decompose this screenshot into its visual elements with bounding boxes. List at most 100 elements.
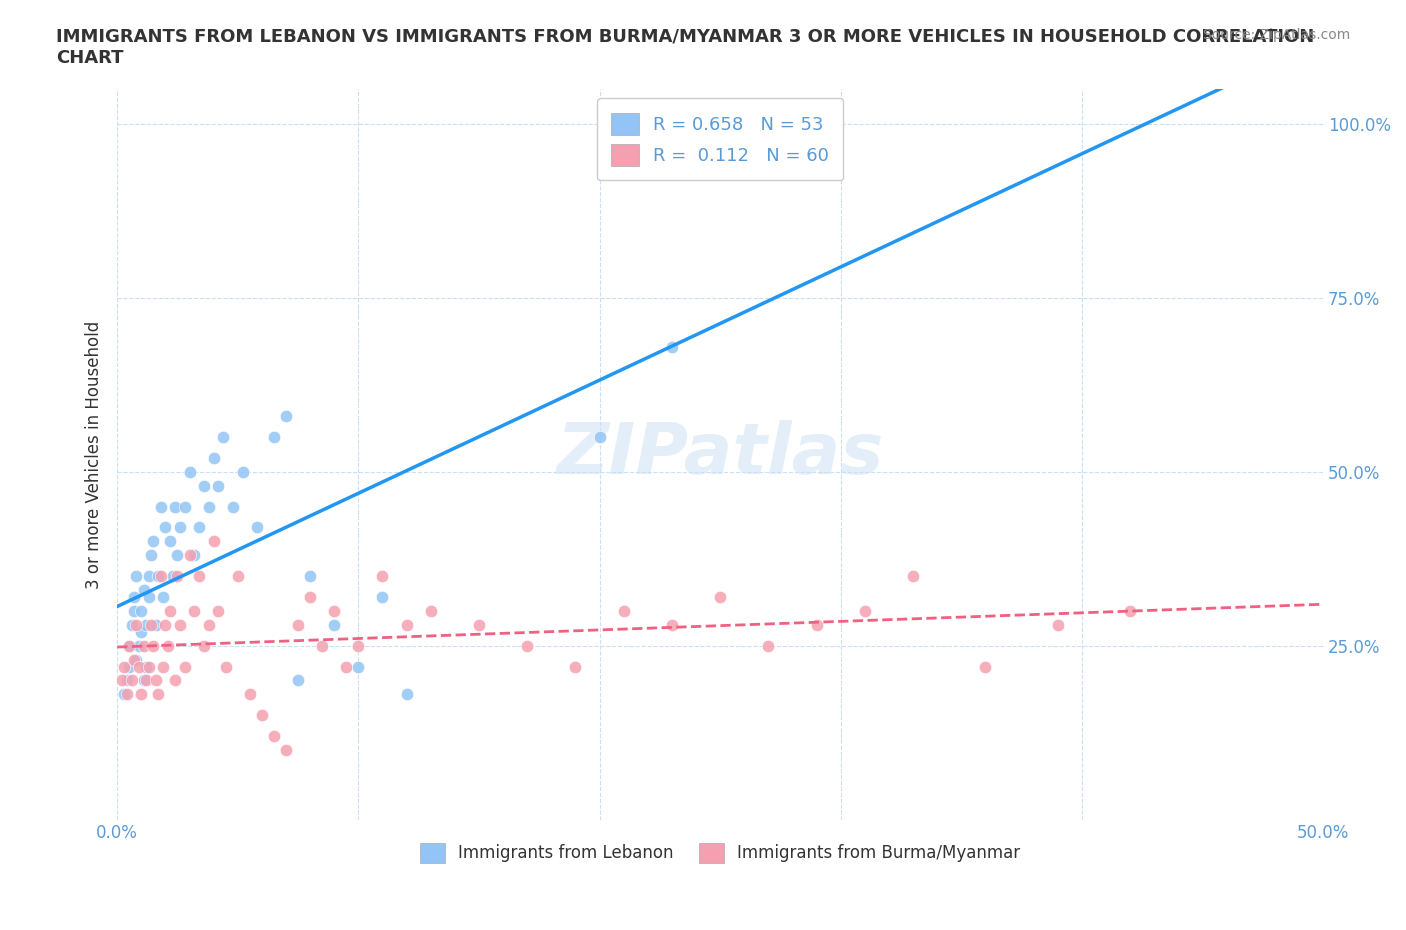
- Text: IMMIGRANTS FROM LEBANON VS IMMIGRANTS FROM BURMA/MYANMAR 3 OR MORE VEHICLES IN H: IMMIGRANTS FROM LEBANON VS IMMIGRANTS FR…: [56, 28, 1315, 67]
- Point: [131, 604, 153, 618]
- Point: [115, 673, 138, 688]
- Point: [395, 687, 418, 702]
- Point: [395, 618, 418, 632]
- Point: [121, 618, 143, 632]
- Point: [806, 618, 828, 632]
- Point: [142, 638, 165, 653]
- Point: [274, 409, 297, 424]
- Point: [202, 450, 225, 465]
- Point: [347, 659, 370, 674]
- Point: [159, 604, 181, 618]
- Point: [132, 673, 155, 688]
- Point: [162, 569, 184, 584]
- Point: [299, 569, 322, 584]
- Point: [371, 590, 394, 604]
- Point: [246, 520, 269, 535]
- Point: [207, 604, 229, 618]
- Point: [135, 618, 157, 632]
- Point: [239, 687, 262, 702]
- Point: [188, 520, 211, 535]
- Point: [138, 569, 160, 584]
- Point: [122, 590, 145, 604]
- Point: [135, 659, 157, 674]
- Point: [974, 659, 997, 674]
- Point: [263, 430, 285, 445]
- Point: [115, 687, 138, 702]
- Point: [166, 569, 188, 584]
- Point: [152, 590, 174, 604]
- Point: [215, 659, 238, 674]
- Point: [188, 569, 211, 584]
- Point: [183, 604, 205, 618]
- Point: [149, 569, 172, 584]
- Point: [202, 534, 225, 549]
- Point: [226, 569, 249, 584]
- Point: [139, 618, 162, 632]
- Point: [564, 659, 586, 674]
- Point: [299, 590, 322, 604]
- Point: [139, 548, 162, 563]
- Point: [1046, 618, 1069, 632]
- Point: [112, 659, 135, 674]
- Point: [613, 604, 636, 618]
- Point: [263, 729, 285, 744]
- Point: [131, 687, 153, 702]
- Point: [125, 652, 148, 667]
- Point: [661, 618, 683, 632]
- Point: [152, 659, 174, 674]
- Point: [132, 638, 155, 653]
- Point: [193, 638, 215, 653]
- Point: [758, 638, 780, 653]
- Point: [758, 117, 780, 132]
- Point: [148, 687, 170, 702]
- Point: [135, 673, 157, 688]
- Point: [131, 624, 153, 639]
- Point: [173, 499, 195, 514]
- Point: [122, 604, 145, 618]
- Point: [169, 618, 191, 632]
- Point: [232, 464, 254, 479]
- Point: [588, 430, 610, 445]
- Point: [287, 618, 309, 632]
- Point: [148, 569, 170, 584]
- Legend: Immigrants from Lebanon, Immigrants from Burma/Myanmar: Immigrants from Lebanon, Immigrants from…: [413, 836, 1026, 870]
- Point: [118, 638, 141, 653]
- Point: [183, 548, 205, 563]
- Point: [138, 659, 160, 674]
- Point: [165, 499, 187, 514]
- Text: Source: ZipAtlas.com: Source: ZipAtlas.com: [1202, 28, 1350, 42]
- Point: [155, 618, 177, 632]
- Point: [323, 618, 346, 632]
- Point: [207, 478, 229, 493]
- Point: [166, 548, 188, 563]
- Point: [179, 548, 201, 563]
- Point: [125, 569, 148, 584]
- Point: [901, 569, 924, 584]
- Point: [193, 478, 215, 493]
- Point: [156, 638, 179, 653]
- Point: [198, 499, 221, 514]
- Point: [347, 638, 370, 653]
- Point: [142, 534, 165, 549]
- Point: [145, 618, 167, 632]
- Point: [212, 430, 235, 445]
- Point: [179, 464, 201, 479]
- Point: [173, 659, 195, 674]
- Point: [311, 638, 333, 653]
- Point: [516, 638, 538, 653]
- Point: [335, 659, 357, 674]
- Point: [125, 618, 148, 632]
- Point: [169, 520, 191, 535]
- Point: [112, 687, 135, 702]
- Point: [250, 708, 273, 723]
- Point: [274, 742, 297, 757]
- Point: [198, 618, 221, 632]
- Point: [128, 638, 150, 653]
- Point: [287, 673, 309, 688]
- Point: [661, 339, 683, 354]
- Point: [155, 520, 177, 535]
- Point: [853, 604, 876, 618]
- Point: [222, 499, 245, 514]
- Point: [165, 673, 187, 688]
- Point: [118, 638, 141, 653]
